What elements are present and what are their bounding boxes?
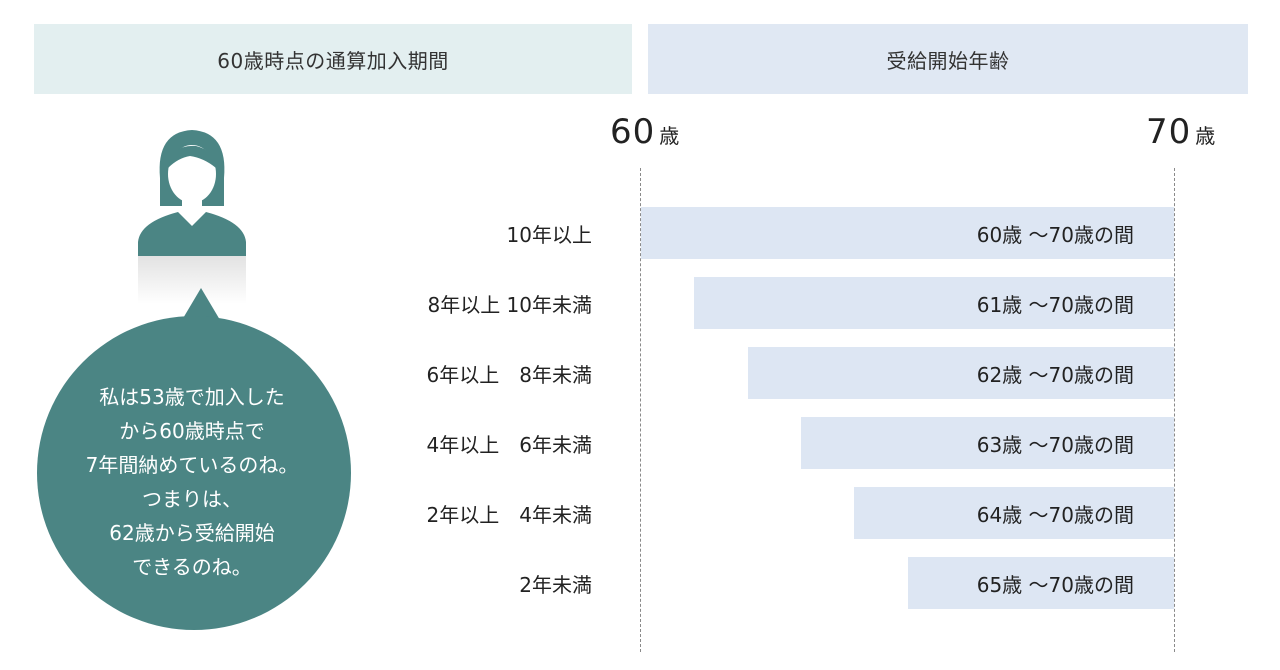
axis-tick-value: 70 [1146, 112, 1192, 152]
speech-line: から60歳時点で [119, 419, 265, 443]
row-label: 2年以上 4年未満 [426, 502, 592, 527]
gridline-60 [640, 168, 641, 652]
age-range-bar: 63歳 〜70歳の間 [800, 417, 1174, 469]
row-label: 10年以上 [506, 222, 592, 247]
age-range-bar: 62歳 〜70歳の間 [747, 347, 1174, 399]
axis-tick-value: 60 [610, 112, 656, 152]
woman-avatar-icon [138, 130, 246, 304]
age-range-bar: 64歳 〜70歳の間 [854, 487, 1174, 539]
speech-line: 私は53歳で加入した [99, 385, 285, 409]
row-label: 6年以上 8年未満 [426, 362, 592, 387]
bar-label: 63歳 〜70歳の間 [976, 432, 1134, 457]
header-contribution-period: 60歳時点の通算加入期間 [34, 24, 632, 94]
age-range-bar: 65歳 〜70歳の間 [907, 557, 1174, 609]
header-start-age: 受給開始年齢 [648, 24, 1248, 94]
bar-label: 64歳 〜70歳の間 [976, 502, 1134, 527]
axis-tick-unit: 歳 [659, 124, 680, 148]
gridline-70 [1174, 168, 1175, 652]
speech-bubble-text: 私は53歳で加入した から60歳時点で 7年間納めているのね。 つまりは、 62… [38, 380, 346, 584]
bar-label: 62歳 〜70歳の間 [976, 362, 1134, 387]
bar-label: 61歳 〜70歳の間 [976, 292, 1134, 317]
age-range-bar: 61歳 〜70歳の間 [694, 277, 1174, 329]
row-label: 2年未満 [519, 572, 592, 597]
speech-line: 62歳から受給開始 [109, 521, 275, 545]
bar-label: 65歳 〜70歳の間 [976, 572, 1134, 597]
speech-line: つまりは、 [142, 487, 242, 511]
bar-label: 60歳 〜70歳の間 [976, 222, 1134, 247]
speech-line: 7年間納めているのね。 [85, 453, 299, 477]
axis-tick-70: 70 歳 [1146, 112, 1215, 152]
axis-tick-60: 60 歳 [610, 112, 679, 152]
axis-tick-unit: 歳 [1195, 124, 1216, 148]
speech-line: できるのね。 [132, 555, 252, 579]
row-label: 4年以上 6年未満 [426, 432, 592, 457]
age-range-bar: 60歳 〜70歳の間 [641, 207, 1174, 259]
speech-bubble [37, 288, 351, 630]
row-label: 8年以上 10年未満 [427, 292, 592, 317]
